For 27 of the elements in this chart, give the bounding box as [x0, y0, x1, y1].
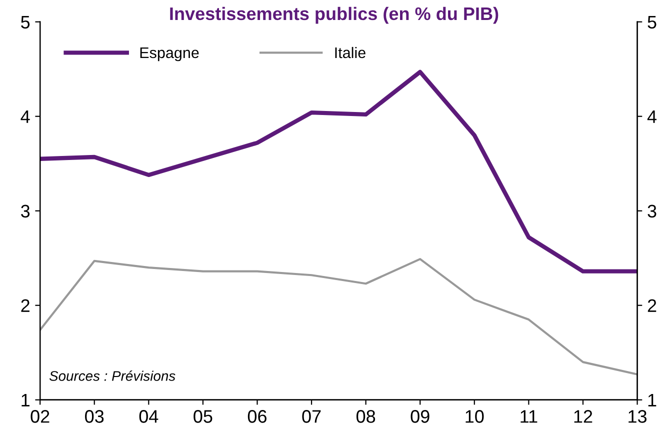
legend-label: Espagne [140, 48, 199, 62]
annotation: Sources : Prévisions [49, 370, 176, 381]
y-tick-label: 1 [22, 394, 30, 406]
y-tick-label: 2 [21, 299, 30, 312]
x-tick-label: 06 [248, 410, 266, 423]
x-tick-label: 07 [302, 410, 321, 423]
y2-tick-label: 1 [648, 394, 656, 406]
y-tick-label: 5 [21, 16, 30, 29]
x-tick-label: 03 [85, 410, 104, 423]
x-tick-label: 12 [574, 410, 592, 423]
y2-tick-label: 4 [647, 110, 657, 123]
legend-label: Italie [335, 46, 366, 58]
y-tick-label: 4 [20, 110, 30, 123]
x-tick-label: 08 [356, 410, 376, 423]
x-tick-label: 10 [466, 410, 484, 423]
x-tick-label: 02 [30, 410, 50, 423]
x-tick-label: 05 [194, 410, 212, 423]
x-tick-label: 09 [410, 410, 430, 423]
y2-tick-label: 3 [648, 204, 656, 218]
line-series [40, 70, 638, 274]
y2-tick-label: 2 [648, 299, 656, 312]
x-tick-label: 11 [520, 410, 538, 423]
y2-tick-label: 5 [648, 16, 656, 29]
y-tick-label: 3 [21, 204, 30, 218]
x-tick-label: 13 [628, 410, 647, 423]
chart-title: Investissements publics (en % du PIB) [170, 6, 498, 24]
x-tick-label: 04 [139, 410, 158, 423]
